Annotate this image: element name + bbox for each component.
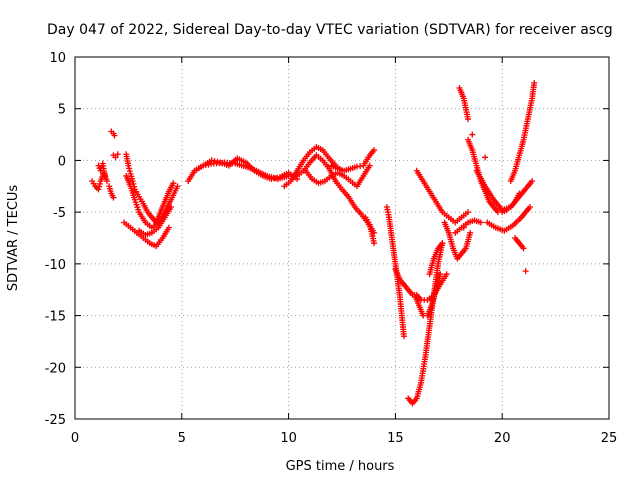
- data-point: [477, 219, 484, 226]
- series-t26: [456, 85, 472, 123]
- series-t21: [411, 271, 444, 319]
- x-tick-label: 25: [601, 431, 618, 446]
- data-point: [465, 209, 472, 216]
- data-point: [111, 132, 118, 139]
- series-t05: [110, 151, 121, 161]
- series-t32: [435, 131, 529, 288]
- data-point: [211, 158, 218, 165]
- data-point: [126, 165, 133, 172]
- x-tick-label: 15: [387, 431, 404, 446]
- data-point: [460, 224, 467, 231]
- series-t25: [452, 217, 484, 236]
- series-t15: [328, 147, 378, 174]
- series-t24: [413, 167, 472, 226]
- data-point: [110, 194, 117, 201]
- data-point: [125, 162, 132, 169]
- data-point: [104, 178, 111, 185]
- data-point: [437, 271, 444, 278]
- y-tick-label: 5: [58, 103, 66, 118]
- y-tick-label: -10: [45, 258, 66, 273]
- data-point: [208, 157, 215, 164]
- data-point: [168, 203, 175, 210]
- data-point: [165, 224, 172, 231]
- data-point: [443, 271, 450, 278]
- data-point: [366, 162, 373, 169]
- y-tick-label: -15: [45, 310, 66, 325]
- data-point: [465, 116, 472, 123]
- series-t10: [185, 159, 292, 185]
- y-tick-label: 0: [58, 154, 66, 169]
- data-point: [435, 281, 442, 288]
- y-tick-label: -25: [45, 413, 66, 428]
- data-point: [174, 183, 181, 190]
- grid-lines: [75, 57, 609, 419]
- series-t09: [136, 203, 175, 238]
- series-t22: [426, 240, 446, 278]
- data-point: [371, 147, 378, 154]
- series-t28: [473, 167, 536, 214]
- data-points: [89, 79, 538, 407]
- data-point: [268, 176, 275, 183]
- data-point: [126, 168, 133, 175]
- data-point: [371, 240, 378, 247]
- series-t03: [108, 128, 118, 139]
- series-t01: [89, 169, 111, 193]
- series-t07: [123, 172, 181, 231]
- data-point: [531, 79, 538, 86]
- series-t11: [191, 155, 301, 183]
- series-t12: [281, 143, 345, 190]
- data-point: [214, 158, 221, 165]
- data-point: [114, 151, 121, 158]
- series-t17: [362, 214, 378, 247]
- data-point: [96, 180, 103, 187]
- data-point: [439, 240, 446, 247]
- series-t23: [441, 219, 474, 262]
- data-point: [526, 203, 533, 210]
- data-point: [129, 178, 136, 185]
- y-axis-label: SDTVAR / TECUs: [6, 185, 21, 292]
- data-point: [170, 180, 177, 187]
- x-tick-label: 5: [178, 431, 186, 446]
- data-point: [469, 131, 476, 138]
- data-point: [529, 178, 536, 185]
- data-point: [112, 154, 119, 161]
- x-tick-label: 20: [494, 431, 511, 446]
- x-tick-label: 0: [71, 431, 79, 446]
- data-point: [522, 268, 529, 275]
- series-t02: [95, 160, 108, 179]
- data-point: [520, 245, 527, 252]
- y-tick-label: -20: [45, 361, 66, 376]
- data-point: [400, 333, 407, 340]
- chart-title: Day 047 of 2022, Sidereal Day-to-day VTE…: [47, 22, 613, 38]
- data-point: [271, 175, 278, 182]
- series-t29: [484, 203, 533, 234]
- x-axis-label: GPS time / hours: [286, 459, 395, 474]
- series-t14: [302, 162, 373, 190]
- plot-frame: [74, 56, 610, 420]
- y-tick-label: 10: [49, 51, 66, 66]
- data-point: [101, 172, 108, 179]
- series-t30: [507, 79, 538, 185]
- series-t31: [512, 235, 527, 252]
- series-t04: [106, 183, 117, 201]
- data-point: [96, 183, 103, 190]
- series-t20: [405, 240, 446, 407]
- data-point: [274, 174, 281, 181]
- data-point: [467, 229, 474, 236]
- data-point: [95, 186, 102, 193]
- y-tick-label: -5: [53, 206, 66, 221]
- data-point: [482, 154, 489, 161]
- x-tick-label: 10: [280, 431, 297, 446]
